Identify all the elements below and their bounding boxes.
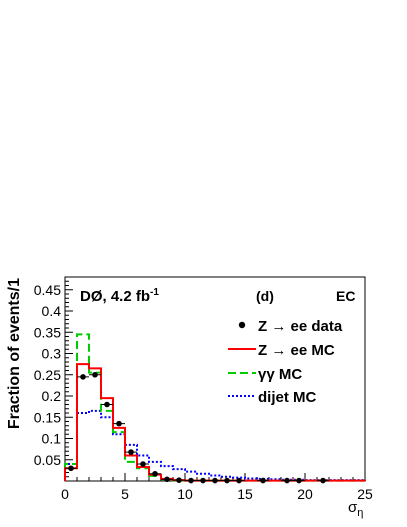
data-point [320, 477, 326, 484]
y-tick-label: 0.1 [42, 431, 62, 447]
y-tick-label: 0.3 [42, 346, 62, 362]
legend-label-data: Z → ee data [258, 318, 343, 335]
data-point [104, 401, 110, 408]
x-axis-label: ση [348, 499, 363, 519]
experiment-label-superscript: -1 [150, 287, 159, 298]
data-point [224, 477, 230, 484]
y-tick-label: 0.2 [42, 388, 62, 404]
x-tick-label: 10 [177, 486, 193, 502]
y-tick-label: 0.4 [42, 303, 62, 319]
legend-swatch-data [238, 321, 246, 329]
experiment-label-text: DØ, 4.2 fb [80, 288, 150, 305]
data-point [212, 477, 218, 484]
x-axis-label-symbol: σ [348, 499, 358, 516]
region-label: EC [336, 288, 355, 304]
y-axis-label: Fraction of events/1 [6, 278, 23, 429]
experiment-label: DØ, 4.2 fb-1 [80, 287, 159, 305]
y-tick-label: 0.05 [34, 452, 61, 468]
x-tick-label: 25 [357, 486, 373, 502]
data-point [128, 449, 134, 455]
x-tick-label: 5 [121, 486, 129, 502]
tick-labels: 0 5 10 15 20 25 0.05 0.1 0.15 0.2 0.25 0.3 0.35 0.4 0.… [34, 282, 373, 502]
data-point [236, 477, 242, 484]
data-point [260, 477, 266, 484]
legend-label-dijet-mc: dijet MC [258, 389, 316, 406]
y-tick-label: 0.35 [34, 324, 61, 340]
legend-label-gg-mc: γγ MC [258, 366, 302, 383]
x-tick-label: 0 [61, 486, 69, 502]
data-point [80, 374, 86, 380]
x-tick-label: 15 [237, 486, 253, 502]
y-tick-label: 0.25 [34, 367, 61, 383]
y-tick-label: 0.45 [34, 282, 61, 298]
data-point [188, 477, 194, 484]
data-point [152, 470, 158, 477]
data-point [200, 477, 206, 484]
data-point [68, 465, 74, 472]
data-point [284, 477, 290, 484]
data-points [65, 371, 329, 484]
data-point [92, 371, 98, 378]
data-point [176, 477, 182, 483]
data-point [164, 476, 170, 483]
data-point [140, 461, 146, 467]
x-tick-label: 20 [297, 486, 313, 502]
y-tick-label: 0.15 [34, 409, 61, 425]
legend: Z → ee data Z → ee MC γγ MC dijet MC [228, 318, 343, 406]
data-point [296, 477, 302, 484]
legend-label-zee-mc: Z → ee MC [258, 342, 335, 359]
data-point [116, 420, 122, 427]
series-dijet-mc-step [64, 409, 366, 482]
panel-label: (d) [256, 288, 274, 304]
x-axis-label-subscript: η [357, 507, 363, 519]
